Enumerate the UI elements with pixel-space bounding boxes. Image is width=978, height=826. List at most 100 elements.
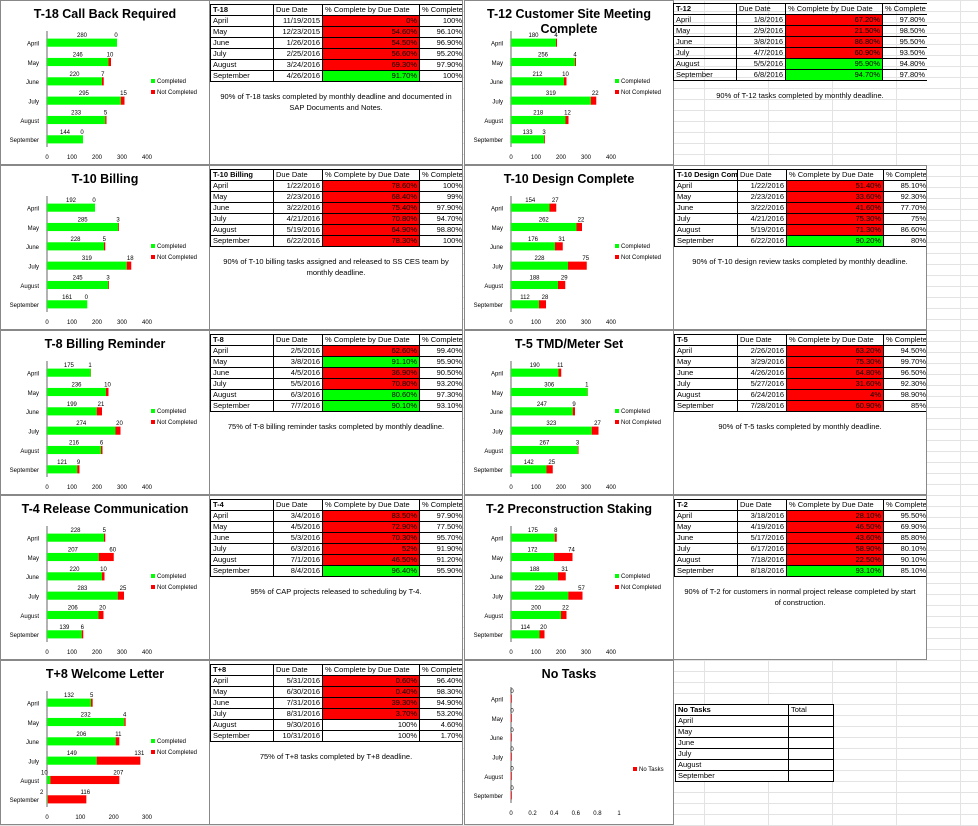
data-label: 10 (562, 72, 569, 78)
data-label: 0 (85, 295, 89, 301)
column-header: % Complete by Due Date (785, 3, 883, 15)
pct-complete-cell: 97.30% (419, 389, 462, 401)
data-label: 15 (120, 91, 127, 97)
month-cell: September (210, 565, 274, 577)
data-label: 18 (127, 256, 134, 262)
due-date-cell: 1/8/2016 (736, 14, 786, 26)
data-label: 4 (573, 52, 577, 58)
chart-title: T-10 Billing (71, 172, 139, 186)
bar-completed (47, 387, 106, 397)
month-cell: August (674, 224, 738, 236)
pct-complete-cell: 4.60% (419, 719, 462, 731)
category-label: May (28, 61, 39, 67)
pct-complete-cell: 93.10% (419, 400, 462, 412)
chart-title: T-12 Customer Site Meeting Complete (487, 7, 651, 36)
due-date-cell: 9/30/2016 (273, 719, 323, 731)
x-tick-label: 300 (117, 320, 128, 326)
pct-by-due-cell: 95.90% (785, 58, 883, 70)
column-header: % Complete by Due Date (786, 334, 884, 346)
total-cell (788, 726, 834, 738)
table-row: April 1/22/2016 51.40% 85.10% (674, 180, 926, 192)
data-label: 0 (510, 766, 514, 772)
bar-completed (511, 407, 573, 416)
category-label: April (491, 537, 503, 543)
data-label: 207 (68, 547, 79, 553)
table-row: May 2/9/2016 21.50% 98.50% (673, 25, 927, 37)
pct-by-due-cell: 69.30% (322, 59, 420, 71)
month-cell: August (674, 389, 738, 401)
data-label: 172 (527, 547, 538, 553)
table-row: August 5/19/2016 64.90% 98.80% (210, 224, 462, 236)
chart-panel-t12: T-12 Customer Site Meeting Complete 0 100… (464, 0, 674, 165)
table-title: T-8 (210, 334, 274, 346)
data-label: 188 (529, 567, 540, 573)
due-date-cell: 4/26/2016 (737, 367, 787, 379)
pct-by-due-cell: 51.40% (786, 180, 884, 192)
pct-by-due-cell: 3.70% (322, 708, 420, 720)
table-panel-t4: T-4 Due Date% Complete by Due Date% Compl… (209, 495, 463, 660)
bar-not-completed (105, 115, 107, 125)
table-row: April 1/22/2016 78.60% 100% (210, 180, 462, 192)
data-label: 190 (530, 363, 541, 369)
table-row: August 6/3/2016 80.60% 97.30% (210, 389, 462, 401)
data-label: 206 (76, 732, 87, 738)
month-cell: April (674, 180, 738, 192)
x-tick-label: 300 (581, 650, 592, 656)
target-note: 90% of T-10 design review tasks complete… (692, 257, 908, 266)
total-cell (788, 748, 834, 760)
column-header: % Complete by Due Date (786, 169, 884, 181)
table-title: T-5 (674, 334, 738, 346)
bar-completed (47, 203, 95, 212)
bar-completed (47, 630, 82, 639)
legend-swatch (615, 255, 619, 259)
status-table: T-4 Due Date% Complete by Due Date% Compl… (210, 499, 462, 577)
pct-complete-cell: 85% (883, 400, 926, 412)
table-row: April (675, 715, 834, 727)
month-cell: September (210, 730, 274, 742)
pct-complete-cell: 97.90% (419, 510, 462, 522)
legend-label: Not Completed (157, 420, 197, 426)
category-label: May (492, 391, 503, 397)
table-row: August 3/24/2016 69.30% 97.90% (210, 59, 462, 71)
bar-not-completed (575, 57, 576, 67)
due-date-cell: 8/4/2016 (273, 565, 323, 577)
table-row: August 7/18/2016 22.50% 90.10% (674, 554, 926, 566)
bar-completed (511, 445, 578, 455)
data-label: 0 (510, 786, 514, 792)
bar-not-completed (96, 756, 141, 765)
data-label: 25 (548, 460, 555, 466)
table-row: August (675, 759, 834, 771)
target-note: 90% of T-5 tasks completed by monthly de… (718, 422, 882, 431)
due-date-cell: 6/17/2016 (737, 543, 787, 555)
pct-complete-cell: 100% (419, 15, 462, 27)
category-label: June (26, 740, 40, 746)
x-tick-label: 0 (509, 650, 513, 656)
bar-completed (511, 368, 559, 377)
x-tick-label: 200 (92, 485, 103, 491)
data-label: 5 (90, 693, 94, 699)
pct-complete-cell: 69.90% (883, 521, 926, 533)
month-cell: April (675, 715, 789, 727)
pct-by-due-cell: 28.10% (786, 510, 884, 522)
chart-panel-no-tasks: No Tasks 0 0.2 0.4 0.6 0.8 1 April 0 May 0 June 0 Ju… (464, 660, 674, 825)
bar-completed (47, 135, 83, 144)
bar-not-completed (108, 280, 109, 290)
column-header: % Complete (882, 3, 927, 15)
bar-chart-t2: 0 100 200 300 400 April 175 8 May 172 74 June 188 31 J… (474, 526, 661, 656)
bar-completed (511, 387, 588, 397)
column-header: % Complete (419, 499, 462, 511)
bar-completed (511, 222, 577, 232)
due-date-cell: 7/28/2016 (737, 400, 787, 412)
due-date-cell: 3/29/2016 (737, 356, 787, 368)
month-cell: July (674, 378, 738, 390)
data-label: 319 (82, 256, 93, 262)
bar-chart-t5: 0 100 200 300 400 April 190 11 May 306 1 June 247 9 Ju… (474, 361, 661, 491)
data-label: 133 (523, 130, 534, 136)
bar-completed (47, 426, 116, 435)
pct-by-due-cell: 83.50% (322, 510, 420, 522)
data-label: 212 (532, 72, 543, 78)
chart-panel-t18: T-18 Call Back Required 0 100 200 300 400 Apr… (0, 0, 210, 165)
bar-not-completed (126, 261, 132, 270)
bar-completed (47, 698, 91, 707)
pct-by-due-cell: 67.20% (785, 14, 883, 26)
